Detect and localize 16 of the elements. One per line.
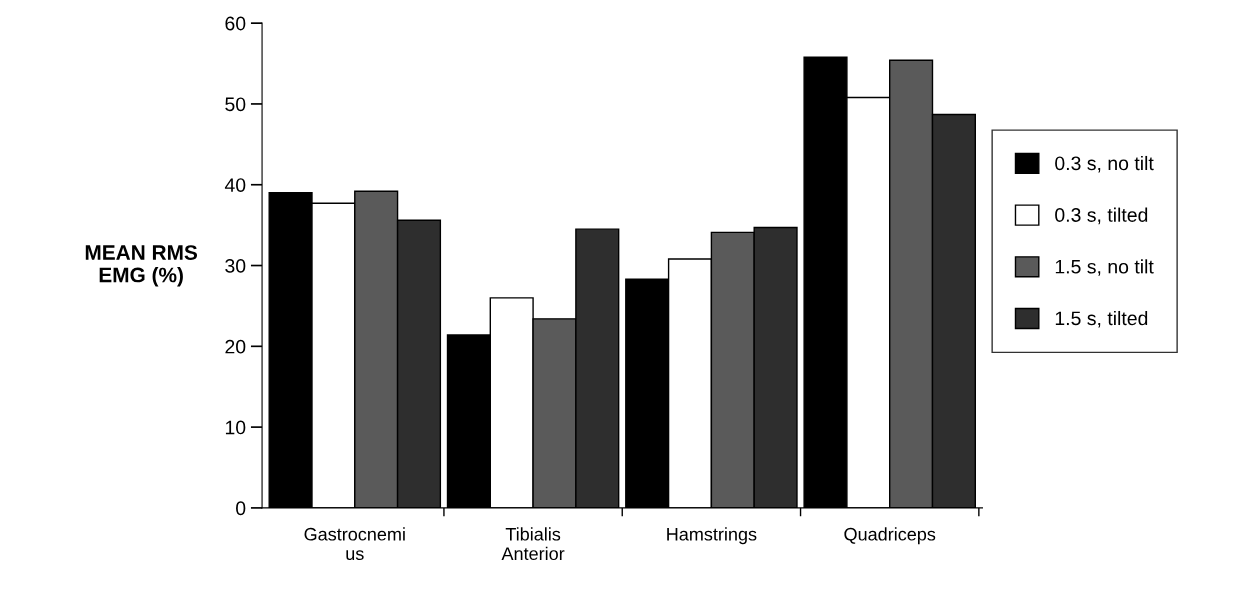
- y-tick-label: 40: [224, 178, 246, 192]
- x-tick-label: Gastrocnemi us: [304, 527, 405, 561]
- x-tick-label: Hamstrings: [667, 527, 757, 545]
- y-tick-label: 50: [225, 97, 246, 112]
- y-tick-label: 0: [236, 501, 246, 516]
- y-tick-label: 20: [225, 339, 246, 354]
- legend-label: 1.5 s, tilted: [1055, 310, 1148, 328]
- y-axis-title: MEAN RMS EMG (%): [85, 245, 198, 287]
- y-tick-label: 30: [225, 258, 246, 273]
- y-tick-label: 60: [225, 16, 246, 31]
- x-tick-label: Quadriceps: [844, 527, 936, 545]
- legend-label: 1.5 s, no tilt: [1055, 259, 1154, 276]
- x-tick-label: Tibialis Anterior: [501, 527, 565, 561]
- y-tick-label: 10: [225, 420, 246, 435]
- legend-label: 0.3 s, tilted: [1055, 207, 1148, 225]
- legend-label: 0.3 s, no tilt: [1055, 155, 1154, 173]
